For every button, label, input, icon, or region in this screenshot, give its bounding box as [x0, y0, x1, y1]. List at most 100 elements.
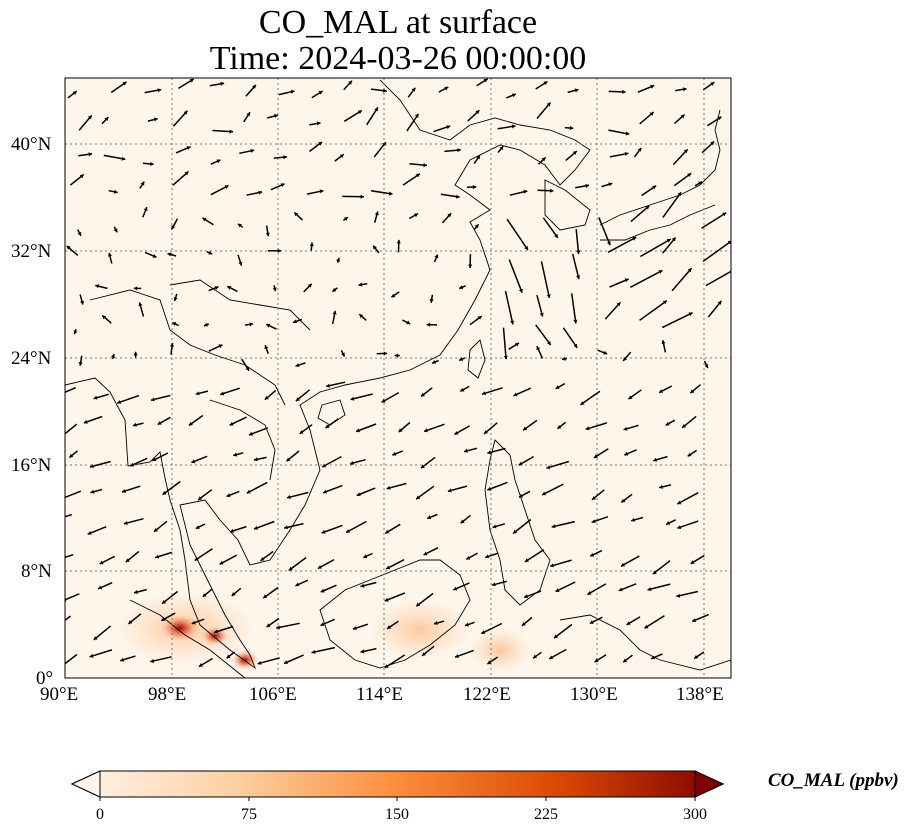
wind-arrow-head [464, 448, 468, 453]
wind-arrow-shaft [65, 490, 82, 499]
wind-arrow-head [623, 426, 628, 431]
wind-arrow-head [704, 364, 709, 369]
wind-arrow-head [662, 300, 667, 305]
wind-arrow-head [557, 424, 562, 429]
wind-arrow-head [698, 181, 703, 186]
wind-arrow-head [140, 181, 145, 186]
wind-arrow-head [173, 297, 178, 301]
wind-arrow-head [346, 529, 350, 533]
wind-arrow-head [290, 89, 295, 94]
wind-arrow-head [580, 401, 585, 405]
wind-arrow-head [344, 217, 348, 221]
wind-arrow-head [653, 457, 657, 462]
wind-arrow-head [622, 89, 626, 94]
wind-arrow-head [381, 398, 386, 403]
wind-arrow-head [238, 261, 243, 266]
wind-arrow-head [98, 585, 103, 590]
wind-arrow-head [658, 270, 663, 274]
wind-arrow-head [414, 113, 419, 118]
wind-arrow-shaft [406, 113, 420, 132]
wind-arrow-shaft [415, 592, 434, 607]
wind-arrow-head [87, 115, 92, 120]
wind-arrow-head [332, 287, 337, 292]
wind-arrow-head [295, 397, 300, 401]
wind-arrow-head [229, 129, 234, 134]
wind-arrow-head [286, 457, 291, 462]
wind-arrow-shaft [311, 646, 335, 654]
wind-arrow-head [265, 232, 270, 237]
wind-arrow-head [593, 454, 598, 458]
wind-arrow-head [233, 452, 238, 457]
wind-arrow-head [485, 554, 490, 559]
wind-arrow-head [533, 654, 537, 659]
lon-tick-label: 106°E [249, 684, 297, 705]
wind-arrow-head [128, 620, 133, 624]
wind-arrow-head [722, 212, 727, 217]
wind-arrow-head [104, 117, 109, 121]
wind-arrow-shaft [194, 548, 213, 562]
wind-arrow-shaft [673, 172, 692, 187]
wind-arrow-head [387, 625, 392, 629]
wind-arrow-head [576, 275, 581, 280]
wind-arrow-head [191, 459, 196, 464]
wind-arrow-shaft [640, 238, 672, 258]
wind-arrow-shaft [553, 623, 573, 639]
wind-arrow-shaft [65, 387, 76, 394]
wind-arrow-head [274, 114, 278, 118]
map-title-line1: CO_MAL at surface [258, 4, 538, 41]
colorbar-tick-label: 0 [96, 806, 104, 823]
wind-arrow-shaft [620, 555, 640, 567]
wind-arrow-shaft [384, 592, 406, 602]
wind-arrow-head [466, 555, 471, 560]
wind-arrow-head [692, 618, 697, 622]
wind-arrow-head [311, 649, 316, 654]
wind-arrow-head [133, 351, 138, 356]
wind-arrow-head [134, 590, 138, 594]
wind-arrow-head [472, 185, 477, 190]
wind-arrow-head [93, 395, 98, 400]
wind-arrow-head [536, 346, 541, 351]
wind-arrow-shaft [321, 455, 342, 468]
wind-arrow-shaft [701, 212, 727, 229]
wind-arrow-head [621, 562, 625, 567]
wind-arrow-head [518, 288, 523, 293]
wind-arrow-shaft [89, 460, 111, 468]
wind-arrow-head [224, 185, 229, 189]
wind-arrow-head [392, 451, 397, 456]
wind-arrow-head [385, 529, 390, 534]
wind-arrow-head [349, 461, 354, 465]
wind-arrow-head [198, 663, 203, 667]
wind-arrow-head [549, 188, 554, 193]
wind-arrow-head [421, 392, 425, 397]
wind-arrow-head [252, 84, 256, 89]
wind-arrow-head [230, 528, 234, 533]
wind-arrow-shaft [65, 423, 78, 435]
wind-arrow-head [284, 525, 288, 530]
wind-arrow-head [360, 583, 365, 588]
wind-arrow-head [208, 250, 213, 255]
wind-arrow-shaft [585, 422, 608, 431]
wind-arrow-head [511, 93, 516, 98]
wind-arrow-head [649, 112, 654, 116]
wind-arrow-head [454, 431, 459, 435]
lat-tick-label: 24°N [11, 348, 52, 369]
wind-arrow-head [487, 486, 492, 491]
wind-arrow-shaft [172, 170, 189, 186]
wind-arrow-head [153, 117, 158, 122]
wind-arrow-head [574, 88, 579, 93]
wind-arrow-head [523, 189, 528, 194]
wind-arrow-head [108, 252, 112, 257]
wind-arrow-head [631, 517, 635, 522]
wind-arrow-shaft [480, 622, 503, 635]
wind-arrow-head [157, 421, 162, 425]
wind-arrow-head [350, 396, 355, 401]
wind-arrow-head [523, 426, 528, 431]
wind-arrow-head [680, 114, 685, 119]
wind-arrow-head [447, 213, 452, 218]
colorbar-bar [70, 770, 725, 798]
wind-arrow-head [513, 529, 518, 534]
wind-arrow-head [628, 395, 633, 400]
wind-arrow-head [515, 342, 520, 347]
wind-arrow-head [391, 293, 396, 298]
wind-arrow-head [422, 652, 426, 656]
